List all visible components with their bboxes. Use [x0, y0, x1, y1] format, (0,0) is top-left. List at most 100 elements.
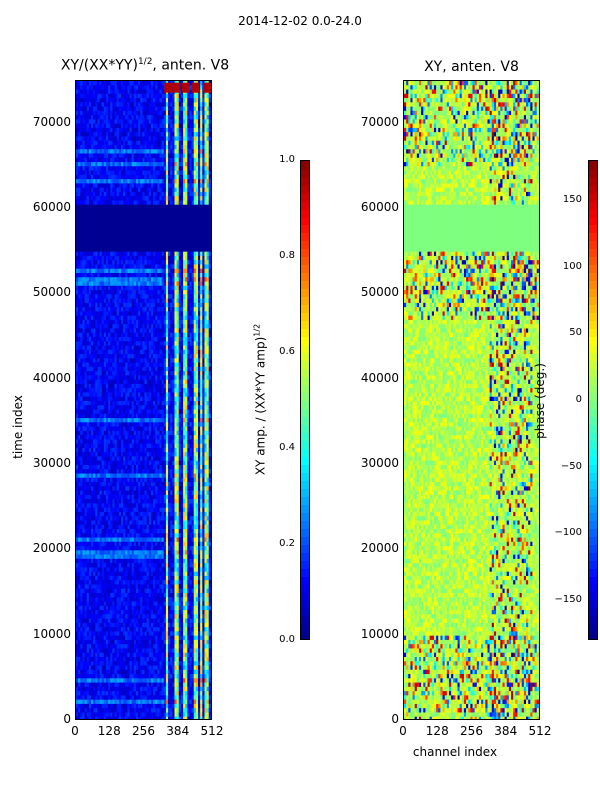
amp-cell — [108, 213, 111, 218]
amp-cell — [155, 183, 158, 189]
amp-cell — [97, 196, 100, 201]
amp-cell — [123, 405, 126, 410]
amp-cell — [157, 102, 160, 107]
amp-cell — [138, 392, 141, 398]
amp-cell — [176, 354, 180, 359]
amp-cell — [146, 285, 150, 291]
amp-cell — [131, 362, 135, 368]
amp-cell — [127, 341, 130, 346]
amp-cell — [90, 157, 94, 163]
amp-cell — [155, 209, 158, 214]
amp-cell — [108, 290, 111, 295]
amp-cell — [208, 234, 211, 240]
amp-cell — [101, 132, 105, 137]
amp-cell — [101, 179, 105, 184]
amp-cell — [142, 264, 145, 270]
amp-cell — [133, 396, 137, 402]
amp-cell — [157, 179, 160, 184]
amp-cell — [114, 81, 118, 86]
amp-cell — [153, 311, 156, 317]
amp-cell — [161, 191, 165, 197]
amp-cell — [155, 85, 158, 90]
amp-cell — [110, 281, 113, 287]
amp-cell — [76, 230, 79, 235]
amp-cell — [86, 243, 90, 248]
amp-cell — [210, 145, 211, 150]
amp-cell — [172, 170, 175, 176]
amp-cell — [153, 119, 156, 125]
amp-cell — [138, 187, 141, 193]
amp-cell — [93, 255, 96, 261]
amp-cell — [163, 307, 167, 312]
amp-cell — [157, 166, 160, 171]
amp-cell — [125, 153, 128, 159]
amp-cell — [110, 162, 113, 167]
amp-cell — [153, 392, 156, 398]
amp-cell — [210, 332, 211, 338]
amp-cell — [135, 136, 139, 142]
amp-cell — [155, 93, 158, 99]
amp-cell — [84, 281, 88, 287]
amp-cell — [101, 81, 105, 86]
amp-cell — [142, 243, 145, 248]
amp-cell — [118, 106, 122, 112]
amp-cell — [202, 362, 205, 368]
amp-cell — [172, 405, 175, 410]
amp-cell — [95, 273, 98, 278]
amp-cell — [93, 319, 96, 325]
amp-cell — [133, 213, 137, 218]
amp-cell — [88, 268, 92, 274]
amp-cell — [140, 337, 143, 342]
amp-cell — [76, 281, 79, 287]
amp-cell — [200, 281, 203, 287]
amp-cell — [78, 149, 81, 154]
amp-cell — [76, 162, 79, 167]
amp-cell — [208, 366, 211, 372]
amp-cell — [140, 81, 143, 86]
amp-cell — [170, 191, 173, 197]
amp-cell — [140, 281, 143, 287]
amp-cell — [131, 251, 135, 257]
amp-cell — [88, 132, 92, 137]
amp-cell — [172, 392, 175, 398]
amp-cell — [142, 273, 145, 278]
amp-cell — [210, 319, 211, 325]
amp-cell — [204, 234, 207, 240]
amp-cell — [187, 409, 190, 415]
amp-cell — [176, 132, 180, 137]
amp-cell — [86, 238, 90, 244]
amp-cell — [123, 145, 126, 150]
amp-cell — [157, 221, 160, 227]
amp-cell — [105, 115, 109, 120]
amp-cell — [108, 162, 111, 167]
amp-cell — [185, 106, 188, 112]
amp-cell — [150, 247, 154, 253]
amp-cell — [95, 89, 98, 95]
amp-cell — [202, 405, 205, 410]
amp-cell — [174, 345, 178, 351]
amp-cell — [99, 174, 103, 180]
amp-heatmap[interactable] — [75, 80, 212, 720]
amp-cell — [180, 221, 184, 227]
amp-cell — [208, 285, 211, 291]
amp-cell — [127, 358, 130, 363]
amp-cell — [76, 145, 79, 150]
amp-cell — [76, 371, 79, 376]
amp-cell — [153, 255, 156, 261]
amp-cell — [172, 285, 175, 291]
amp-cell — [198, 153, 201, 159]
amp-cell — [129, 243, 133, 248]
amp-cell — [131, 264, 135, 270]
amp-cell — [189, 174, 192, 180]
amp-cell — [180, 247, 184, 253]
amp-cell — [187, 255, 190, 261]
amp-cell — [123, 247, 126, 253]
amp-cell — [193, 396, 197, 402]
amp-cell — [144, 204, 148, 210]
amp-cell — [129, 268, 133, 274]
amp-cell — [80, 157, 83, 163]
amp-cell — [116, 191, 120, 197]
amp-cell — [125, 243, 128, 248]
amp-cell — [200, 145, 203, 150]
amp-cell — [206, 294, 210, 299]
